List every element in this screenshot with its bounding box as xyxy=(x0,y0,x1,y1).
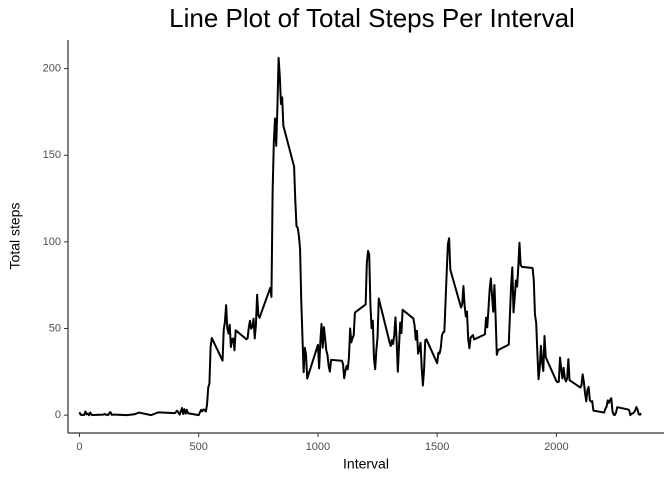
x-tick-label: 1000 xyxy=(306,441,330,453)
x-tick-label: 1500 xyxy=(425,441,449,453)
x-tick-label: 0 xyxy=(76,441,82,453)
y-tick-label: 150 xyxy=(43,149,61,161)
y-tick-label: 0 xyxy=(55,409,61,421)
x-tick-label: 2000 xyxy=(544,441,568,453)
data-line xyxy=(78,56,642,417)
y-tick-label: 200 xyxy=(43,62,61,74)
x-axis-label: Interval xyxy=(343,456,389,472)
x-tick-label: 500 xyxy=(190,441,208,453)
chart-title: Line Plot of Total Steps Per Interval xyxy=(169,3,575,33)
y-tick-label: 100 xyxy=(43,236,61,248)
y-axis-label: Total steps xyxy=(7,203,23,270)
y-tick-label: 50 xyxy=(49,322,61,334)
